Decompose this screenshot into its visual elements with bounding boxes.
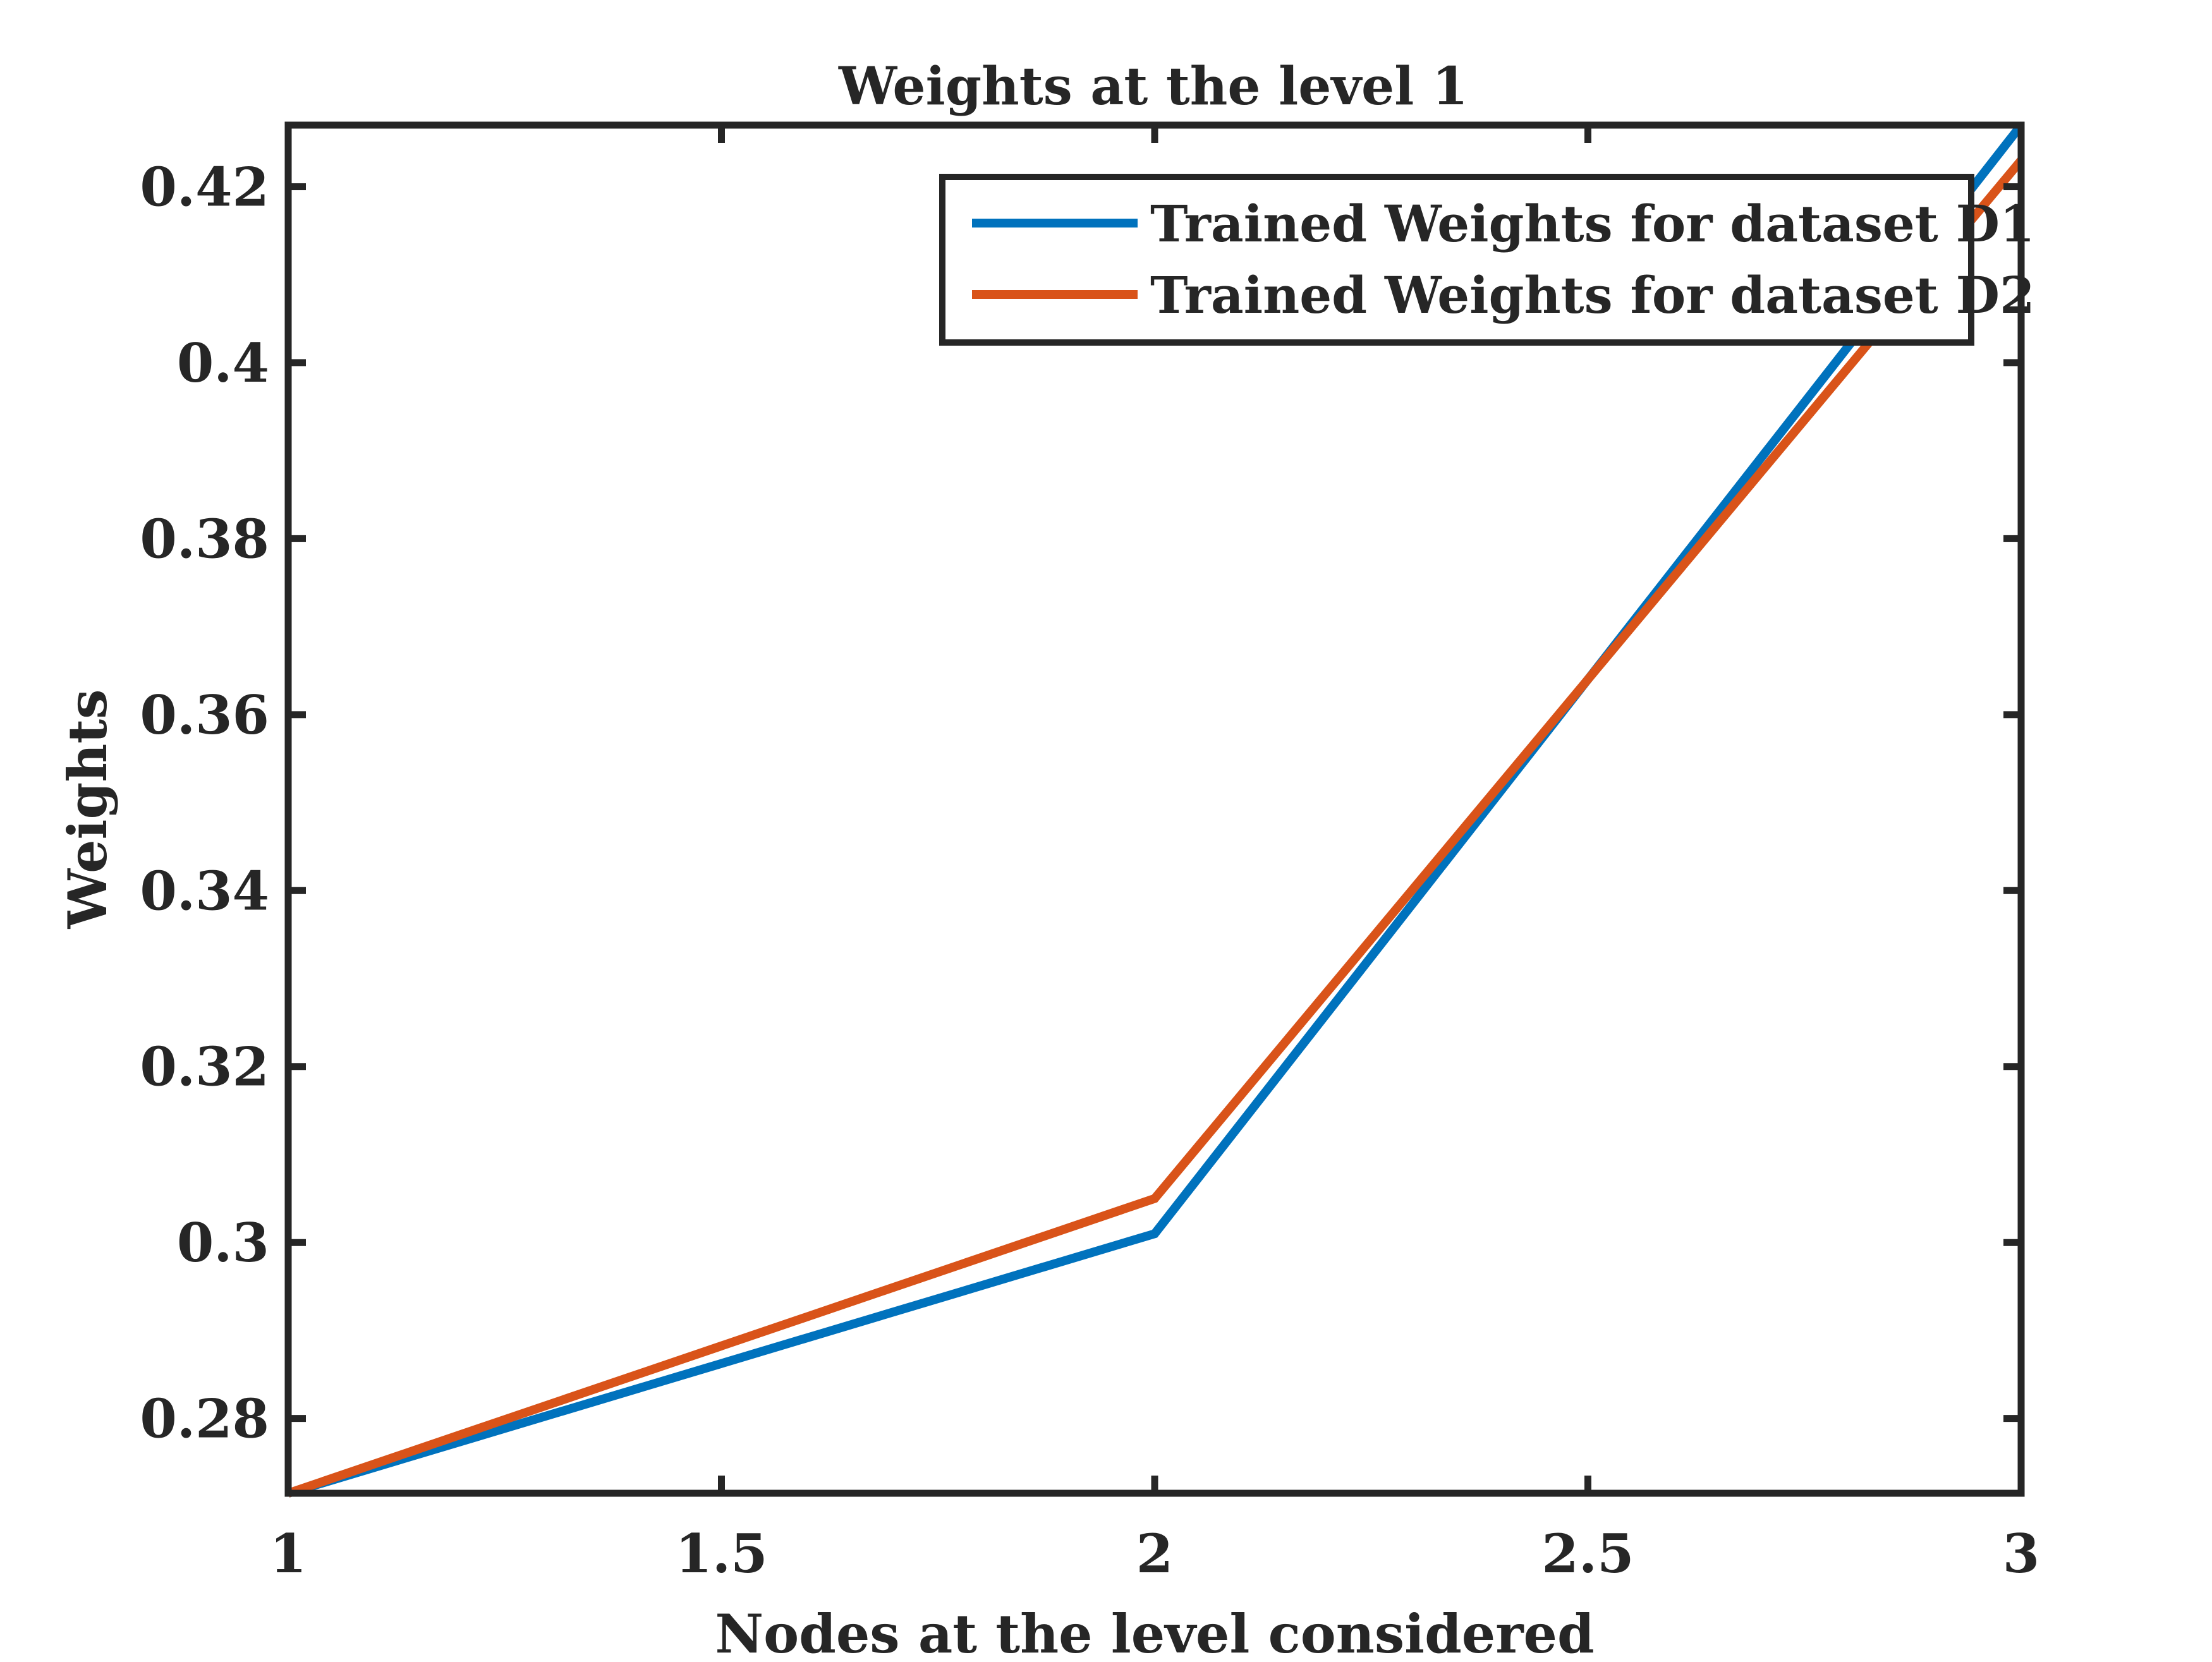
y-tick-label-5: 0.36 [140, 684, 269, 746]
x-tick-label-1: 1 [270, 1522, 307, 1585]
y-tick-label-8: 0.42 [140, 155, 269, 218]
x-axis-label: Nodes at the level considered [715, 1603, 1594, 1659]
y-axis-label: Weights [56, 689, 119, 930]
y-tick-label-1: 0.28 [140, 1388, 269, 1450]
x-tick-label-4: 2.5 [1541, 1522, 1634, 1585]
plot-frame [284, 121, 2025, 1497]
y-tick-label-6: 0.38 [140, 507, 269, 570]
y-tick-label-7: 0.4 [177, 332, 269, 394]
series-line-1 [286, 122, 2025, 1498]
x-tick-label-2: 1.5 [675, 1522, 767, 1585]
ticks-layer: 1 1.5 2 2.5 3 0.28 0.3 0.32 0.34 0.36 0.38 0.4 0.42 [140, 125, 2039, 1585]
series-line-2 [286, 157, 2025, 1498]
x-tick-label-5: 3 [2003, 1522, 2039, 1585]
chart-title: Weights at the level 1 [838, 56, 1468, 117]
x-tick-label-3: 2 [1136, 1522, 1173, 1585]
legend-label-d1: Trained Weights for dataset D1 [1150, 194, 2035, 253]
legend-box [939, 174, 1974, 346]
legend-label-d2: Trained Weights for dataset D2 [1150, 265, 2035, 325]
legend: Trained Weights for dataset D1 Trained W… [939, 174, 2035, 346]
series-layer [286, 122, 2025, 1498]
y-tick-label-3: 0.32 [140, 1036, 269, 1098]
y-tick-label-4: 0.34 [140, 859, 269, 922]
y-tick-label-2: 0.3 [177, 1211, 269, 1274]
